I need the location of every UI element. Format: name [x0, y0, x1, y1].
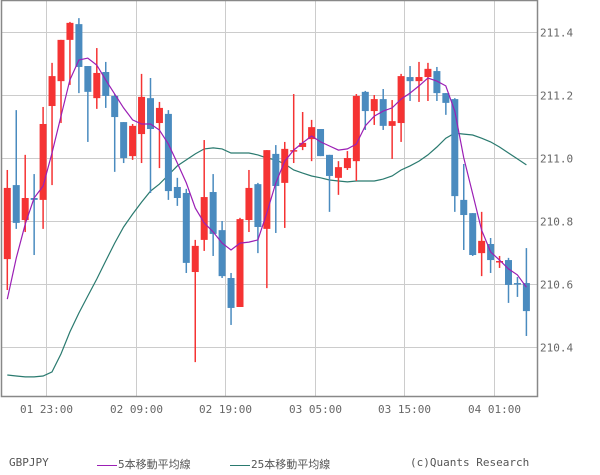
- candle: [84, 66, 92, 142]
- candle: [191, 239, 199, 363]
- candle: [326, 154, 333, 212]
- legend-ma5-label: 5本移動平均線: [118, 458, 191, 471]
- candle: [155, 101, 163, 169]
- candle: [460, 163, 468, 250]
- x-tick-label: 03 05:00: [289, 403, 342, 416]
- candle: [120, 122, 128, 164]
- ma25-swatch-icon: [230, 464, 250, 466]
- x-tick-label: 04 01:00: [468, 403, 521, 416]
- candle: [66, 21, 74, 85]
- candle: [397, 73, 405, 142]
- candle: [39, 106, 47, 229]
- y-axis: 210.4 210.6 210.8 211.0 211.2 211.4: [540, 27, 573, 355]
- candle: [469, 213, 477, 256]
- x-tick-label: 03 15:00: [378, 403, 431, 416]
- chart-footer: GBPJPY 5本移動平均線 25本移動平均線 (c)Quants Resear…: [0, 456, 600, 474]
- candle: [173, 177, 181, 206]
- candle: [415, 61, 423, 102]
- candle: [209, 174, 217, 256]
- candle: [487, 238, 495, 273]
- plot-frame: [0, 0, 539, 398]
- candle: [102, 61, 110, 108]
- x-tick-label: 02 09:00: [110, 403, 163, 416]
- candle: [496, 255, 504, 268]
- candle: [200, 140, 208, 251]
- symbol-label: GBPJPY: [9, 456, 49, 469]
- candle: [12, 110, 20, 229]
- candle: [451, 98, 459, 212]
- candle: [352, 94, 360, 181]
- candle: [424, 62, 432, 101]
- ma5-line: [6, 57, 527, 300]
- candle: [370, 95, 378, 125]
- legend-ma25-label: 25本移動平均線: [251, 458, 331, 471]
- candle: [513, 277, 521, 297]
- candle: [433, 66, 441, 101]
- candle: [30, 174, 38, 256]
- candle: [254, 182, 262, 254]
- candle: [245, 169, 253, 233]
- ma5-swatch-icon: [97, 464, 117, 466]
- candle: [263, 150, 271, 289]
- candle: [218, 221, 226, 279]
- candle: [281, 141, 289, 228]
- y-tick-label: 211.0: [540, 153, 573, 166]
- candle: [317, 129, 325, 157]
- candle: [478, 211, 486, 277]
- legend-ma25: 25本移動平均線: [230, 456, 330, 472]
- y-tick-label: 211.4: [540, 27, 573, 40]
- candle: [227, 272, 235, 325]
- y-tick-label: 210.4: [540, 342, 573, 355]
- candles: [3, 18, 530, 363]
- candle: [75, 18, 83, 94]
- candle: [379, 89, 387, 130]
- copyright-label: (c)Quants Research: [410, 456, 530, 469]
- candle: [236, 217, 244, 307]
- x-tick-label: 02 19:00: [199, 403, 252, 416]
- candle: [361, 90, 369, 130]
- candle: [57, 39, 65, 124]
- candle: [111, 94, 119, 172]
- candle: [272, 145, 280, 233]
- candle: [147, 77, 154, 193]
- grid: [2, 1, 537, 397]
- candle: [406, 66, 414, 101]
- candle: [3, 169, 11, 290]
- legend-ma5: 5本移動平均線: [97, 456, 191, 472]
- candle: [442, 93, 450, 115]
- candle: [93, 48, 101, 109]
- candle: [334, 161, 342, 195]
- candle: [522, 248, 530, 336]
- candle: [21, 154, 29, 233]
- candle: [505, 257, 512, 303]
- candle: [138, 73, 146, 164]
- x-axis: 01 23:00 02 09:00 02 19:00 03 05:00 03 15:00…: [20, 403, 521, 416]
- candle: [308, 119, 316, 162]
- candle: [182, 188, 190, 273]
- candle: [299, 112, 307, 151]
- candle: [343, 151, 351, 170]
- candle: [164, 110, 172, 200]
- candle: [388, 100, 396, 159]
- candle: [48, 62, 56, 186]
- y-tick-label: 210.8: [540, 216, 573, 229]
- y-tick-label: 210.6: [540, 279, 573, 292]
- candle: [129, 123, 137, 160]
- x-tick-label: 01 23:00: [20, 403, 73, 416]
- y-tick-label: 211.2: [540, 90, 573, 103]
